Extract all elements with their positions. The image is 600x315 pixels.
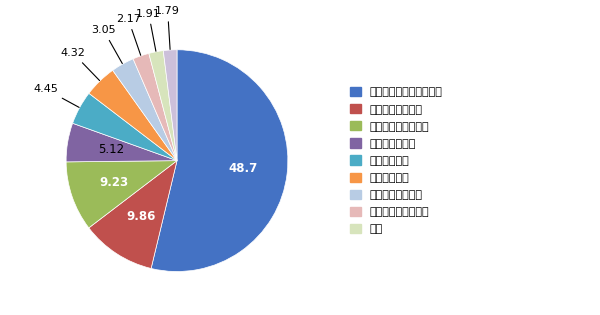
Text: 3.05: 3.05 [91, 25, 122, 64]
Text: 4.45: 4.45 [33, 84, 79, 107]
Text: 9.86: 9.86 [126, 210, 155, 223]
Wedge shape [66, 123, 177, 162]
Text: 5.12: 5.12 [98, 143, 124, 156]
Wedge shape [149, 51, 177, 161]
Wedge shape [73, 93, 177, 161]
Text: 1.91: 1.91 [136, 9, 161, 51]
Wedge shape [133, 54, 177, 161]
Wedge shape [66, 161, 177, 228]
Wedge shape [89, 161, 177, 268]
Wedge shape [151, 50, 288, 272]
Wedge shape [113, 59, 177, 161]
Text: 1.79: 1.79 [155, 6, 180, 49]
Wedge shape [163, 50, 177, 161]
Text: 4.32: 4.32 [61, 48, 100, 81]
Wedge shape [89, 70, 177, 161]
Text: 2.17: 2.17 [116, 14, 140, 55]
Legend: 宁德时代新能源科技公司, 合肥国轩高科动力, 比亚迪汽车股份公司, 智航新能源公司, 孚能科技公司, 微宏动力公司, 东莞振华科技公司, 远东福斯特科技公司, : 宁德时代新能源科技公司, 合肥国轩高科动力, 比亚迪汽车股份公司, 智航新能源公… [347, 85, 445, 237]
Text: 48.7: 48.7 [229, 162, 257, 175]
Text: 9.23: 9.23 [100, 176, 128, 189]
